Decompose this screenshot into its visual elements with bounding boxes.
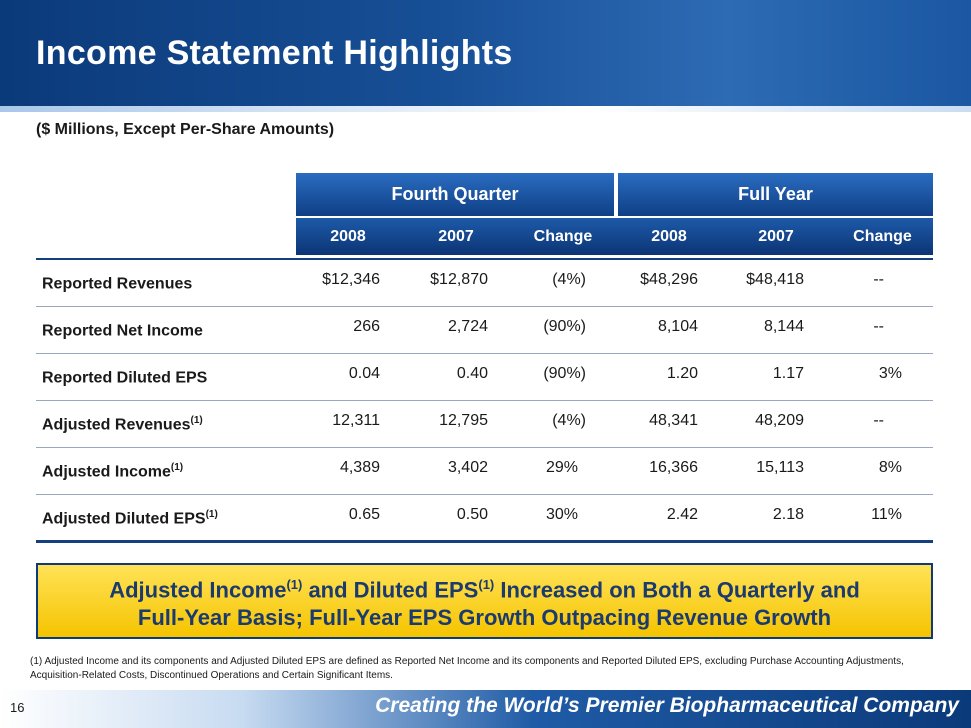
table-cell: 48,341 — [649, 412, 698, 429]
table-cell: 8% — [878, 459, 902, 476]
table-cell: 3% — [878, 365, 902, 382]
table-cell: -- — [873, 271, 884, 288]
table-cell: 30% — [545, 506, 578, 523]
table-cell: 11% — [871, 506, 902, 523]
table-cell: 0.65 — [348, 506, 380, 523]
table-cell: $12,870 — [430, 271, 488, 288]
page-number: 16 — [10, 700, 25, 715]
table-cell: 3,402 — [447, 459, 488, 476]
table-cell: (90%) — [543, 365, 586, 382]
group-header-fourth-quarter: Fourth Quarter — [296, 173, 614, 216]
table-row: Reported Net Income 266 2,724 (90%) 8,10… — [36, 306, 933, 354]
table-cell: 8,104 — [657, 318, 698, 335]
table-cell: 1.20 — [666, 365, 698, 382]
table-cell: 4,389 — [339, 459, 380, 476]
table-cell: 266 — [353, 318, 380, 335]
table-row: Reported Revenues $12,346 $12,870 (4%) $… — [36, 259, 933, 307]
table-cell: $48,418 — [746, 271, 804, 288]
table-cell: 0.40 — [456, 365, 488, 382]
footer-tagline: Creating the World’s Premier Biopharmace… — [375, 694, 959, 717]
table-cell: 2,724 — [447, 318, 488, 335]
column-header-row: 2008 2007 Change 2008 2007 Change — [296, 218, 933, 255]
table-cell: 12,311 — [332, 412, 380, 429]
footnote: (1) Adjusted Income and its components a… — [30, 656, 904, 681]
group-header-full-year: Full Year — [618, 173, 933, 216]
table-cell: (90%) — [543, 318, 586, 335]
column-header: Change — [533, 228, 593, 245]
row-label: Reported Revenues — [42, 275, 193, 293]
table-row: Adjusted Income(1) 4,389 3,402 29% 16,36… — [36, 447, 933, 495]
slide-title: Income Statement Highlights — [36, 34, 513, 72]
table-cell: 2.42 — [666, 506, 698, 523]
row-label: Adjusted Diluted EPS(1) — [42, 509, 218, 528]
header-band — [0, 0, 971, 112]
table-cell: -- — [873, 412, 884, 429]
table-row: Reported Diluted EPS 0.04 0.40 (90%) 1.2… — [36, 353, 933, 401]
table-cell: 15,113 — [756, 459, 804, 476]
column-header: 2007 — [758, 228, 794, 245]
table-cell: 0.04 — [348, 365, 380, 382]
table-cell: 2.18 — [772, 506, 804, 523]
row-label: Adjusted Income(1) — [42, 462, 184, 481]
key-takeaway-callout: Adjusted Income(1) and Diluted EPS(1) In… — [36, 563, 933, 639]
units-subtitle: ($ Millions, Except Per-Share Amounts) — [36, 121, 335, 138]
footer-band — [0, 690, 971, 728]
row-label: Reported Net Income — [42, 322, 203, 340]
table-row: Adjusted Revenues(1) 12,311 12,795 (4%) … — [36, 400, 933, 448]
table-end-rule — [36, 540, 933, 543]
table-cell: 12,795 — [439, 412, 488, 429]
table-cell: (4%) — [552, 412, 586, 429]
table-cell: -- — [873, 318, 884, 335]
table-cell: 1.17 — [772, 365, 804, 382]
column-header: 2008 — [651, 228, 687, 245]
table-cell: 0.50 — [456, 506, 488, 523]
table-cell: 16,366 — [649, 459, 698, 476]
callout-text: Adjusted Income(1) and Diluted EPS(1) In… — [109, 577, 860, 630]
row-label: Reported Diluted EPS — [42, 369, 208, 387]
table-cell: (4%) — [552, 271, 586, 288]
table-cell: $48,296 — [640, 271, 698, 288]
column-header: 2008 — [330, 228, 366, 245]
column-header: Change — [853, 228, 912, 245]
table-cell: 48,209 — [755, 412, 804, 429]
header-rule — [36, 258, 933, 260]
table-cell: 8,144 — [763, 318, 804, 335]
table-cell: 29% — [545, 459, 578, 476]
column-header: 2007 — [438, 228, 474, 245]
row-label: Adjusted Revenues(1) — [42, 415, 203, 434]
table-row: Adjusted Diluted EPS(1) 0.65 0.50 30% 2.… — [36, 494, 933, 541]
table-cell: $12,346 — [322, 271, 380, 288]
